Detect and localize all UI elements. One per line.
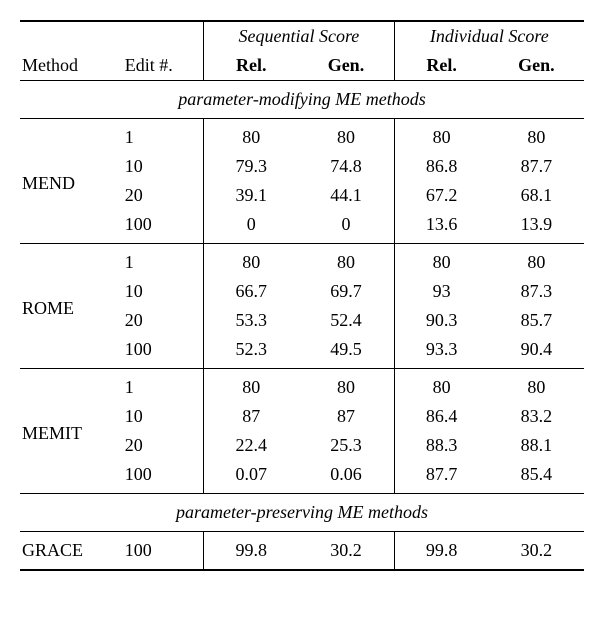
cell-value: 79.3 [204, 152, 299, 181]
cell-value: 74.8 [298, 152, 394, 181]
cell-value: 44.1 [298, 181, 394, 210]
edit-num: 20 [123, 306, 204, 335]
results-table: Sequential Score Individual Score Method… [20, 20, 584, 571]
cell-value: 39.1 [204, 181, 299, 210]
cell-value: 22.4 [204, 431, 299, 460]
method-name-memit: MEMIT [20, 369, 123, 494]
results-table-wrapper: Sequential Score Individual Score Method… [20, 20, 584, 571]
edit-num: 20 [123, 181, 204, 210]
cell-value: 88.3 [394, 431, 489, 460]
cell-value: 80 [394, 369, 489, 403]
cell-value: 99.8 [204, 532, 299, 571]
method-name-mend: MEND [20, 119, 123, 244]
cell-value: 90.4 [489, 335, 584, 369]
method-header: Method [20, 51, 123, 81]
cell-value: 0.07 [204, 460, 299, 494]
ind-rel-header: Rel. [394, 51, 489, 81]
edit-num: 20 [123, 431, 204, 460]
table-row: MEMIT 1 80 80 80 80 [20, 369, 584, 403]
section-preserving: parameter-preserving ME methods [20, 494, 584, 532]
cell-value: 80 [298, 244, 394, 278]
cell-value: 87 [298, 402, 394, 431]
seq-rel-header: Rel. [204, 51, 299, 81]
cell-value: 87.3 [489, 277, 584, 306]
cell-value: 93 [394, 277, 489, 306]
cell-value: 80 [204, 369, 299, 403]
seq-gen-header: Gen. [298, 51, 394, 81]
edit-header: Edit #. [123, 51, 204, 81]
header-row-1: Sequential Score Individual Score [20, 21, 584, 51]
seq-score-header: Sequential Score [204, 21, 394, 51]
edit-num: 100 [123, 532, 204, 571]
cell-value: 0 [298, 210, 394, 244]
edit-num: 1 [123, 369, 204, 403]
ind-gen-header: Gen. [489, 51, 584, 81]
cell-value: 80 [489, 119, 584, 153]
edit-num: 100 [123, 460, 204, 494]
header-row-2: Method Edit #. Rel. Gen. Rel. Gen. [20, 51, 584, 81]
section-preserving-label: parameter-preserving ME methods [20, 494, 584, 532]
edit-num: 100 [123, 210, 204, 244]
cell-value: 66.7 [204, 277, 299, 306]
cell-value: 99.8 [394, 532, 489, 571]
cell-value: 13.9 [489, 210, 584, 244]
cell-value: 88.1 [489, 431, 584, 460]
cell-value: 86.4 [394, 402, 489, 431]
cell-value: 85.4 [489, 460, 584, 494]
cell-value: 80 [489, 244, 584, 278]
ind-score-header: Individual Score [394, 21, 584, 51]
cell-value: 80 [394, 244, 489, 278]
cell-value: 69.7 [298, 277, 394, 306]
cell-value: 52.3 [204, 335, 299, 369]
cell-value: 68.1 [489, 181, 584, 210]
edit-num: 10 [123, 402, 204, 431]
section-modifying-label: parameter-modifying ME methods [20, 81, 584, 119]
cell-value: 87.7 [489, 152, 584, 181]
cell-value: 80 [298, 119, 394, 153]
cell-value: 80 [204, 119, 299, 153]
cell-value: 86.8 [394, 152, 489, 181]
cell-value: 67.2 [394, 181, 489, 210]
cell-value: 49.5 [298, 335, 394, 369]
cell-value: 85.7 [489, 306, 584, 335]
cell-value: 80 [298, 369, 394, 403]
method-name-grace: GRACE [20, 532, 123, 571]
cell-value: 13.6 [394, 210, 489, 244]
cell-value: 25.3 [298, 431, 394, 460]
cell-value: 30.2 [298, 532, 394, 571]
cell-value: 80 [489, 369, 584, 403]
edit-num: 100 [123, 335, 204, 369]
edit-num: 1 [123, 119, 204, 153]
cell-value: 0 [204, 210, 299, 244]
method-name-rome: ROME [20, 244, 123, 369]
cell-value: 30.2 [489, 532, 584, 571]
table-row: ROME 1 80 80 80 80 [20, 244, 584, 278]
cell-value: 87 [204, 402, 299, 431]
section-modifying: parameter-modifying ME methods [20, 81, 584, 119]
edit-num: 10 [123, 277, 204, 306]
edit-num: 1 [123, 244, 204, 278]
cell-value: 53.3 [204, 306, 299, 335]
cell-value: 83.2 [489, 402, 584, 431]
edit-num: 10 [123, 152, 204, 181]
cell-value: 0.06 [298, 460, 394, 494]
cell-value: 52.4 [298, 306, 394, 335]
cell-value: 80 [204, 244, 299, 278]
cell-value: 80 [394, 119, 489, 153]
table-row: GRACE 100 99.8 30.2 99.8 30.2 [20, 532, 584, 571]
cell-value: 93.3 [394, 335, 489, 369]
table-row: MEND 1 80 80 80 80 [20, 119, 584, 153]
cell-value: 87.7 [394, 460, 489, 494]
cell-value: 90.3 [394, 306, 489, 335]
